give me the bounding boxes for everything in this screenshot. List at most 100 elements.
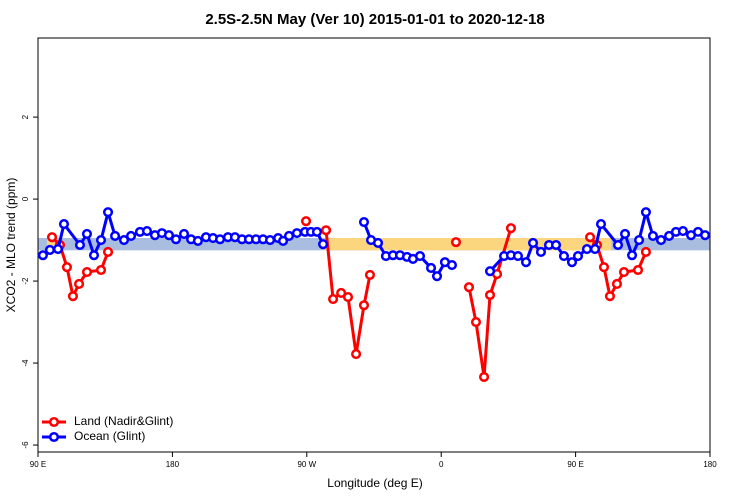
data-point: [664, 230, 675, 242]
data-point: [632, 264, 644, 276]
data-point: [37, 250, 48, 261]
data-point: [95, 264, 107, 276]
data-point: [358, 216, 370, 228]
data-point: [479, 371, 490, 383]
data-point: [372, 237, 384, 249]
data-point: [512, 251, 524, 262]
legend-marker: [48, 431, 60, 443]
data-point: [612, 239, 624, 251]
x-tick-label: 0: [439, 460, 444, 469]
data-point: [74, 239, 86, 251]
data-point: [265, 235, 276, 246]
data-point: [558, 251, 570, 262]
data-point: [572, 251, 584, 262]
data-point: [619, 228, 631, 239]
plot-frame: [37, 37, 711, 453]
data-point: [52, 244, 64, 255]
data-point: [550, 239, 562, 251]
data-point: [484, 289, 496, 301]
data-point: [301, 216, 312, 227]
data-point: [640, 246, 651, 258]
data-point: [581, 244, 592, 255]
data-point: [102, 207, 114, 218]
data-point: [351, 348, 362, 360]
data-point: [74, 278, 85, 289]
legend-label: Ocean (Glint): [74, 429, 145, 443]
data-point: [604, 291, 615, 302]
x-tick-label: 90 W: [297, 460, 316, 469]
y-tick-label: -2: [21, 277, 30, 285]
data-point: [67, 291, 78, 302]
x-tick-label: 90 E: [30, 460, 46, 469]
data-point: [655, 235, 667, 246]
data-point: [141, 226, 153, 237]
data-point: [328, 294, 339, 305]
data-point: [527, 237, 539, 249]
data-point: [125, 230, 137, 242]
data-point: [535, 246, 547, 258]
data-point: [283, 230, 295, 242]
data-point: [520, 257, 532, 268]
data-point: [110, 230, 121, 242]
data-point: [46, 232, 58, 243]
data-point: [342, 292, 354, 303]
data-point: [414, 251, 426, 262]
data-point: [95, 235, 107, 246]
data-point: [700, 230, 711, 241]
y-tick-label: 2: [21, 114, 30, 119]
data-point: [598, 262, 610, 273]
legend-marker: [48, 416, 60, 428]
data-point: [278, 235, 289, 246]
data-point: [321, 225, 332, 236]
data-point: [170, 234, 182, 245]
data-point: [81, 267, 93, 278]
x-tick-label: 180: [166, 460, 180, 469]
data-point: [634, 235, 645, 246]
data-point: [336, 287, 347, 299]
y-tick-label: -6: [21, 441, 30, 449]
data-point: [58, 219, 70, 230]
y-axis-label: XCO2 - MLO trend (ppm): [4, 178, 18, 313]
data-point: [589, 244, 601, 255]
data-point: [431, 271, 443, 282]
x-tick-label: 180: [703, 460, 717, 469]
data-point: [44, 244, 55, 255]
series-line: [50, 227, 648, 379]
legend-label: Land (Nadir&Glint): [74, 414, 173, 428]
data-point: [318, 239, 329, 250]
data-point: [595, 219, 607, 230]
data-point: [640, 207, 651, 218]
x-axis-label: Longitude (deg E): [327, 476, 422, 490]
y-tick-label: 0: [21, 196, 30, 201]
data-point: [463, 282, 475, 293]
data-point: [118, 235, 130, 246]
data-point: [178, 228, 190, 239]
data-point: [470, 317, 482, 328]
data-point: [647, 230, 659, 242]
data-point: [611, 278, 623, 289]
x-tick-label: 90 E: [567, 460, 583, 469]
data-point: [61, 262, 73, 273]
data-point: [291, 228, 302, 239]
data-point: [214, 234, 226, 245]
data-point: [484, 266, 496, 277]
data-point: [88, 250, 100, 261]
y-tick-label: -4: [21, 359, 30, 367]
data-point: [677, 226, 689, 237]
data-point: [163, 230, 175, 241]
data-point: [102, 246, 114, 258]
data-point: [450, 237, 462, 248]
data-point: [364, 269, 376, 280]
data-point: [446, 260, 458, 271]
reference-band: [46, 238, 58, 251]
data-point: [585, 232, 596, 243]
data-point: [425, 262, 437, 274]
data-point: [618, 267, 630, 278]
data-point: [358, 300, 370, 311]
data-point: [311, 226, 323, 237]
data-point: [81, 228, 93, 239]
data-point: [566, 257, 578, 268]
data-point: [192, 235, 203, 246]
chart-title: 2.5S-2.5N May (Ver 10) 2015-01-01 to 202…: [205, 11, 544, 28]
